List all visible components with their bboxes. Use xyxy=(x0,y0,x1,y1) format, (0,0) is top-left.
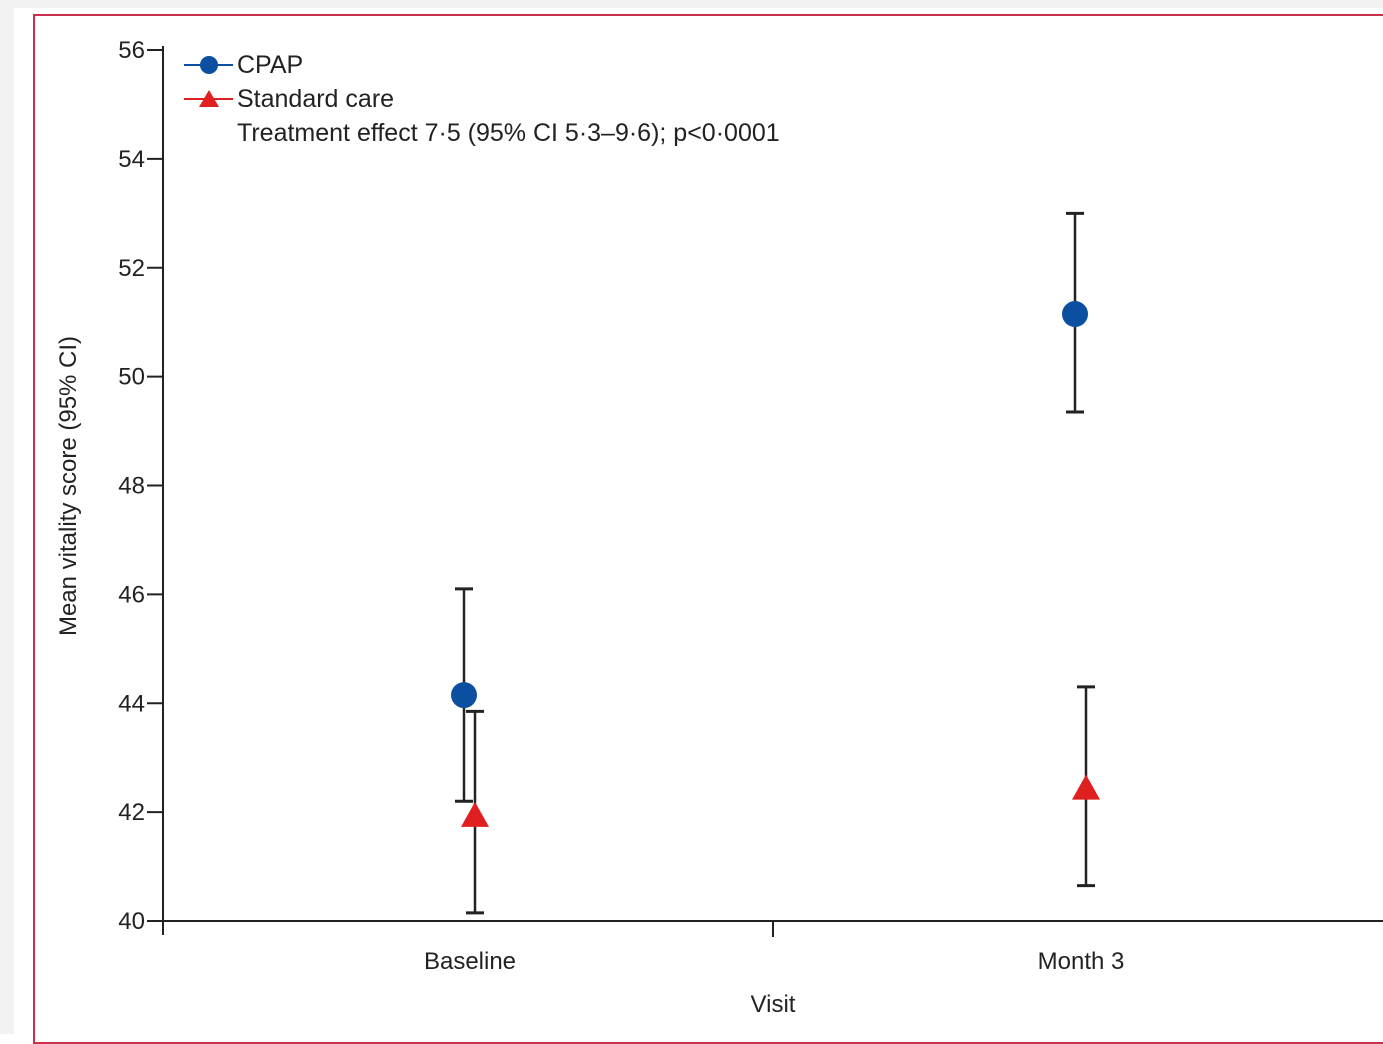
treatment-effect-annotation: Treatment effect 7·5 (95% CI 5·3–9·6); p… xyxy=(237,119,780,147)
data-point-standard-care xyxy=(461,801,489,827)
y-tick-label: 54 xyxy=(118,146,145,173)
x-axis-label: Visit xyxy=(751,991,796,1018)
y-axis-label: Mean vitality score (95% CI) xyxy=(55,336,82,636)
legend-label: Standard care xyxy=(237,85,394,113)
legend-label: CPAP xyxy=(237,51,303,79)
axes xyxy=(162,46,1383,935)
y-tick-label: 50 xyxy=(118,364,145,391)
legend-marker-standard-care xyxy=(199,90,219,107)
x-tick-label: Baseline xyxy=(424,948,516,975)
y-tick-label: 40 xyxy=(118,908,145,935)
legend-marker-cpap xyxy=(200,56,218,74)
y-ticks: 40 42 44 46 48 50 52 54 56 xyxy=(118,37,163,935)
y-tick-label: 42 xyxy=(118,799,145,826)
y-tick-label: 52 xyxy=(118,255,145,282)
x-tick-label: Month 3 xyxy=(1038,948,1125,975)
y-tick-label: 46 xyxy=(118,581,145,608)
data-point-standard-care xyxy=(1072,774,1100,800)
screen-edge-top xyxy=(0,0,1383,8)
figure-frame xyxy=(33,14,1383,1044)
screen-edge-left xyxy=(0,0,14,1034)
data-marks xyxy=(451,211,1100,915)
y-tick-label: 44 xyxy=(118,690,145,717)
data-point-cpap xyxy=(451,682,477,709)
x-ticks: Baseline Month 3 xyxy=(424,921,1124,975)
y-tick-label: 48 xyxy=(118,473,145,500)
legend: CPAP Standard care xyxy=(184,51,394,113)
data-point-cpap xyxy=(1062,301,1088,328)
y-tick-label: 56 xyxy=(118,37,145,64)
